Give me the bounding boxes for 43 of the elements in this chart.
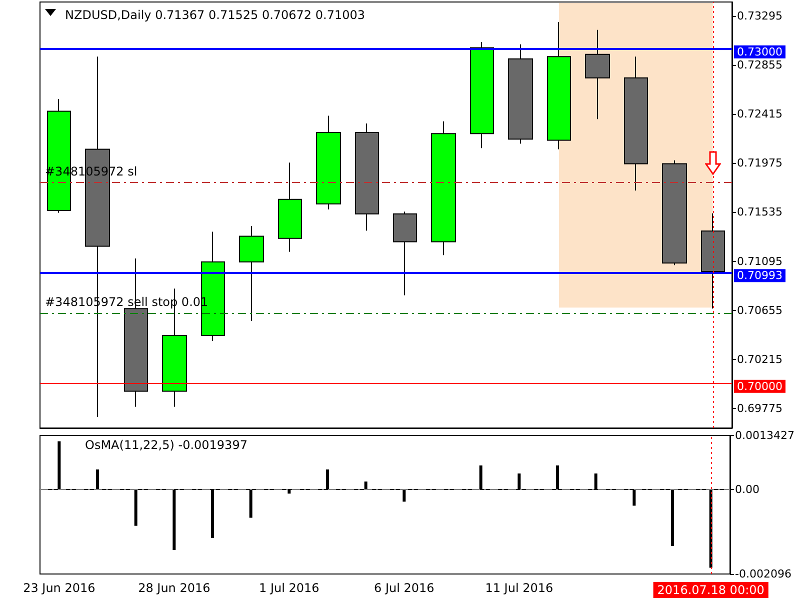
bar — [364, 482, 368, 490]
candlestick — [124, 258, 148, 408]
ref-line-label: 0.70000 — [737, 380, 782, 393]
ref-line-label: #348105972 sl — [45, 164, 138, 179]
y-tick-label: 0.71535 — [737, 206, 782, 219]
bar — [134, 490, 138, 526]
candlestick — [547, 22, 571, 150]
candlestick — [624, 56, 648, 191]
bar — [671, 490, 674, 546]
candlestick — [393, 211, 417, 296]
candlestick — [662, 160, 687, 266]
candlestick — [278, 162, 302, 252]
y-tick-label: 0.71095 — [737, 254, 782, 268]
candlestick — [585, 29, 610, 120]
x-tick-label: 1 Jul 2016 — [259, 581, 320, 595]
candlestick — [431, 120, 456, 256]
candlestick — [239, 226, 264, 322]
y-tick-label: 0.0013427 — [735, 429, 794, 442]
y-tick-label: 0.72415 — [737, 108, 782, 121]
y-tick-label: 0.71975 — [737, 156, 782, 170]
candlestick — [355, 123, 379, 232]
x-tick-label: 28 Jun 2016 — [138, 581, 210, 595]
y-tick-label: 0.72855 — [737, 58, 782, 72]
y-tick-label: 0.00 — [735, 483, 760, 496]
x-tick-label: 2016.07.18 00:00 — [657, 583, 764, 597]
y-tick-label: 0.69775 — [737, 402, 782, 415]
candlestick — [470, 42, 494, 149]
bar — [96, 469, 99, 490]
x-tick-label: 6 Jul 2016 — [374, 581, 434, 595]
y-tick-label: 0.70655 — [737, 304, 782, 317]
y-tick-label: 0.73295 — [737, 9, 782, 22]
y-tick-label: -0.002096 — [735, 568, 792, 580]
ref-line-label: 0.70993 — [737, 269, 782, 282]
ref-line-label: 0.73000 — [737, 45, 782, 58]
x-tick-label: 23 Jun 2016 — [23, 581, 96, 595]
candlestick — [508, 44, 533, 144]
candlestick — [316, 115, 341, 210]
text: NZDUSD,Daily 0.71367 0.71525 0.70672 0.71003 — [65, 8, 366, 22]
chart-title: OsMA(11,22,5) -0.0019397 — [85, 438, 248, 452]
bar — [402, 490, 406, 502]
x-tick-label: 11 Jul 2016 — [485, 581, 554, 595]
y-tick-label: 0.70215 — [737, 352, 782, 366]
candlestick — [701, 212, 725, 309]
